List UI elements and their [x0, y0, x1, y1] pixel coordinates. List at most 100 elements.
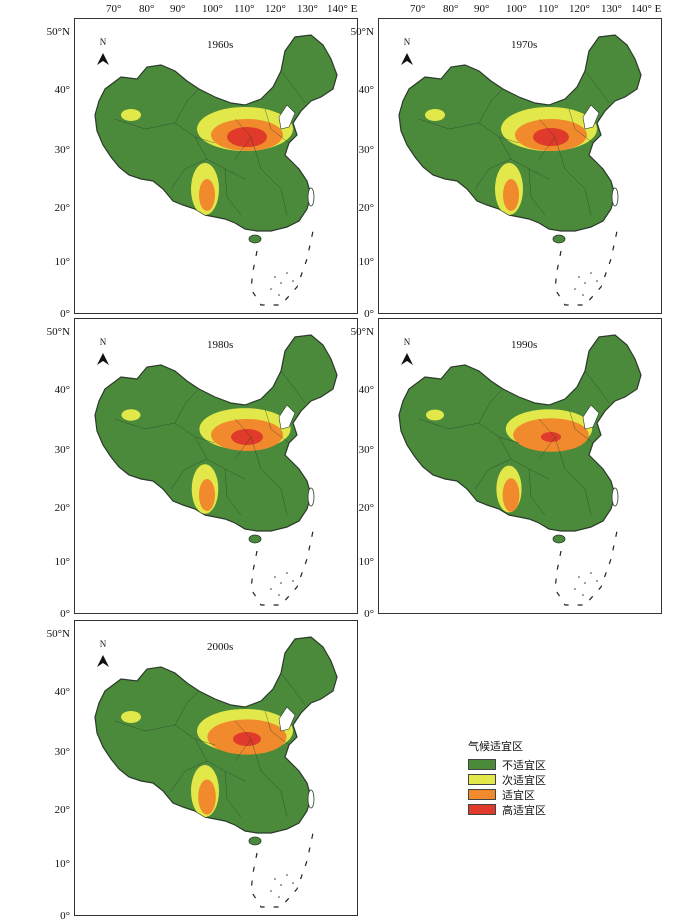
legend-label-suitable: 适宜区 — [502, 789, 535, 802]
decade-label: 1960s — [207, 39, 234, 51]
island-dot — [292, 882, 294, 884]
north-label: N — [99, 37, 107, 47]
taiwan-island — [307, 789, 315, 809]
decade-label: 1970s — [511, 39, 538, 51]
latitude-tick-label: 0° — [364, 308, 374, 320]
latitude-tick-label: 10° — [54, 858, 70, 870]
latitude-tick-label: 20° — [358, 502, 374, 514]
island-dot — [590, 572, 592, 574]
longitude-tick-label: 140° E — [631, 3, 662, 15]
hainan-island — [552, 534, 566, 544]
island-dot — [578, 276, 580, 278]
province-boundary — [224, 770, 242, 818]
map-panel-1980s: N 1980s — [74, 318, 358, 614]
north-arrow-icon — [97, 53, 109, 65]
taiwan-island — [611, 187, 619, 207]
province-boundary — [250, 436, 288, 516]
province-boundary — [194, 436, 246, 480]
province-boundary — [498, 436, 550, 480]
map-panel-1970s: N 1970s — [378, 18, 662, 314]
north-label: N — [99, 337, 107, 347]
province-boundary — [280, 370, 306, 404]
suitable-zone-southwest — [199, 179, 215, 211]
bohai-sea — [278, 404, 296, 430]
province-boundary — [250, 738, 288, 818]
province-boundary — [174, 88, 200, 124]
province-boundary — [170, 760, 208, 792]
island-dot — [582, 594, 584, 596]
longitude-tick-label: 110° — [538, 3, 559, 15]
province-boundary — [528, 168, 546, 216]
province-boundary — [264, 710, 290, 746]
south-china-sea-line — [554, 230, 618, 306]
latitude-tick-label: 30° — [54, 746, 70, 758]
legend-swatch-sub-suitable — [468, 774, 496, 785]
latitude-tick-label: 0° — [364, 608, 374, 620]
suitable-zone-southwest — [502, 478, 520, 512]
province-boundary — [280, 672, 306, 706]
north-label: N — [99, 639, 107, 649]
latitude-tick-label: 10° — [54, 556, 70, 568]
latitude-tick-label: 30° — [54, 144, 70, 156]
highly-suitable-zone — [233, 732, 261, 746]
island-dot — [270, 288, 272, 290]
latitude-tick-label: 30° — [358, 144, 374, 156]
latitude-tick-label: 20° — [54, 502, 70, 514]
latitude-tick-label: 30° — [358, 444, 374, 456]
highly-suitable-zone — [227, 127, 267, 147]
sub-suitable-zone-west — [121, 711, 141, 723]
province-boundary — [170, 158, 208, 190]
latitude-tick-label: 0° — [60, 308, 70, 320]
island-dot — [584, 582, 586, 584]
latitude-tick-label: 40° — [358, 384, 374, 396]
province-boundary — [264, 408, 290, 444]
latitude-tick-label: 20° — [358, 202, 374, 214]
hainan-island — [248, 836, 262, 846]
legend-item-sub-suitable: 次适宜区 — [468, 772, 546, 787]
latitude-tick-label: 0° — [60, 910, 70, 922]
highly-suitable-zone — [231, 429, 263, 445]
province-boundary — [174, 388, 200, 424]
latitude-tick-label: 0° — [60, 608, 70, 620]
island-dot — [286, 572, 288, 574]
sub-suitable-zone-west — [121, 409, 141, 421]
latitude-tick-label: 40° — [54, 686, 70, 698]
longitude-tick-label: 130° — [601, 3, 622, 15]
latitude-tick-label: 50°N — [46, 26, 70, 38]
latitude-tick-label: 10° — [358, 556, 374, 568]
hainan-island — [248, 534, 262, 544]
latitude-tick-label: 20° — [54, 202, 70, 214]
bohai-sea — [582, 404, 600, 430]
latitude-tick-label: 30° — [54, 444, 70, 456]
province-boundary — [554, 136, 592, 216]
island-dot — [584, 282, 586, 284]
province-boundary — [498, 136, 550, 180]
province-boundary — [528, 468, 546, 516]
legend-swatch-highly-suitable — [468, 804, 496, 815]
north-arrow-icon — [97, 353, 109, 365]
hainan-island — [248, 234, 262, 244]
island-dot — [574, 588, 576, 590]
island-dot — [274, 276, 276, 278]
province-boundary — [474, 458, 512, 490]
sub-suitable-zone-west — [121, 109, 141, 121]
north-arrow-icon — [97, 655, 109, 667]
province-boundary — [280, 70, 306, 104]
decade-label: 1990s — [511, 339, 538, 351]
longitude-tick-label: 90° — [474, 3, 490, 15]
latitude-tick-label: 20° — [54, 804, 70, 816]
province-boundary — [584, 70, 610, 104]
province-boundary — [478, 88, 504, 124]
province-boundary — [568, 108, 594, 144]
china-map-1960s — [94, 34, 338, 306]
island-dot — [574, 288, 576, 290]
map-panel-1960s: N 1960s — [74, 18, 358, 314]
province-boundary — [584, 370, 610, 404]
legend-item-highly-suitable: 高适宜区 — [468, 802, 546, 817]
island-dot — [278, 896, 280, 898]
legend-swatch-suitable — [468, 789, 496, 800]
taiwan-island — [611, 487, 619, 507]
island-dot — [274, 878, 276, 880]
longitude-tick-label: 80° — [139, 3, 155, 15]
island-dot — [582, 294, 584, 296]
